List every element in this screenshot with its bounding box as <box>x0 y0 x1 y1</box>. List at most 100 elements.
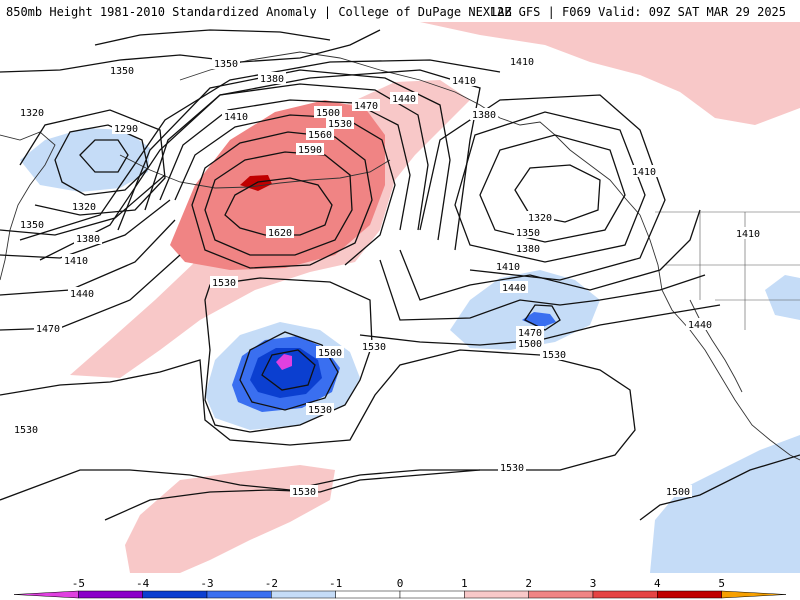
colorbar-swatch <box>13 590 79 599</box>
colorbar-swatch <box>271 590 336 599</box>
contour-labels: 1350 1350 1380 1410 1440 1410 1410 1380 … <box>12 55 762 498</box>
contour-label: 1470 <box>516 326 544 339</box>
svg-text:1380: 1380 <box>472 110 496 121</box>
svg-text:1410: 1410 <box>736 229 760 240</box>
contour-label: 1620 <box>266 226 294 239</box>
contour-1350-north <box>0 29 381 73</box>
contour-label: 1560 <box>306 128 334 141</box>
svg-text:1380: 1380 <box>76 234 100 245</box>
colorbar-tick-labels: -5 -4 -3 -2 -1 0 1 2 3 4 5 <box>72 577 725 590</box>
contour-1410-w <box>0 199 171 259</box>
colorbar-tick-label: 1 <box>461 577 468 590</box>
contour-1560 <box>191 131 373 269</box>
contour-label: 1500 <box>664 485 692 498</box>
contour-label: 1410 <box>734 227 762 240</box>
svg-text:1470: 1470 <box>518 328 542 339</box>
svg-text:1530: 1530 <box>542 350 566 361</box>
svg-text:1440: 1440 <box>688 320 712 331</box>
contour-1500-se <box>639 454 800 521</box>
contour-label: 1350 <box>212 57 240 70</box>
colorbar-tick-label: 5 <box>718 577 725 590</box>
contour-1470-north <box>144 83 429 231</box>
svg-text:1410: 1410 <box>632 167 656 178</box>
contour-label: 1350 <box>514 226 542 239</box>
contour-1500-north <box>159 99 411 231</box>
contour-1380-w <box>0 174 166 236</box>
negative-anomaly-east-2 <box>522 312 556 328</box>
contour-1410-north <box>39 69 481 261</box>
svg-text:1530: 1530 <box>212 278 236 289</box>
contour-label: 1380 <box>514 242 542 255</box>
contour-1440-east <box>399 209 701 301</box>
contour-label: 1530 <box>210 276 238 289</box>
contour-label: 1410 <box>222 110 250 123</box>
contour-label: 1440 <box>686 318 714 331</box>
svg-text:1530: 1530 <box>14 425 38 436</box>
svg-text:1440: 1440 <box>392 94 416 105</box>
contour-1380-north <box>19 59 501 241</box>
contour-label: 1440 <box>500 281 528 294</box>
colorbar-swatch <box>335 590 401 599</box>
svg-text:1530: 1530 <box>308 405 332 416</box>
baja <box>689 299 743 393</box>
colorbar-swatch <box>142 590 208 599</box>
colorbar-tick-label: 4 <box>654 577 661 590</box>
contour-label: 1410 <box>630 165 658 178</box>
na-west-coast <box>639 214 800 461</box>
contour-label: 1500 <box>314 106 342 119</box>
positive-anomaly-south <box>125 465 335 573</box>
contour-label: 1320 <box>18 106 46 119</box>
svg-text:1620: 1620 <box>268 228 292 239</box>
colorbar-swatches <box>13 590 787 599</box>
contour-1530-central <box>204 277 373 433</box>
contour-label: 1530 <box>360 340 388 353</box>
svg-text:1410: 1410 <box>496 262 520 273</box>
colorbar-swatch <box>464 590 529 599</box>
negative-anomaly-central-5 <box>276 354 292 370</box>
svg-text:1500: 1500 <box>318 348 342 359</box>
contour-label: 1290 <box>112 122 140 135</box>
colorbar-swatch <box>592 590 658 599</box>
anomaly-shading <box>20 22 800 573</box>
contour-label: 1470 <box>352 99 380 112</box>
svg-text:1560: 1560 <box>308 130 332 141</box>
contour-label: 1440 <box>68 287 96 300</box>
colorbar-swatch <box>399 590 465 599</box>
contour-label: 1530 <box>498 461 526 474</box>
contour-1470-w <box>0 254 181 331</box>
height-contours <box>0 29 800 521</box>
svg-text:1350: 1350 <box>516 228 540 239</box>
svg-text:1530: 1530 <box>362 342 386 353</box>
contour-label: 1410 <box>508 55 536 68</box>
colorbar-swatch <box>78 590 143 599</box>
contour-label: 1380 <box>470 108 498 121</box>
contour-1350-east <box>479 134 626 243</box>
svg-text:1410: 1410 <box>510 57 534 68</box>
map-title: 850mb Height 1981-2010 Standardized Anom… <box>6 5 512 19</box>
negative-anomaly-se <box>650 435 800 573</box>
contour-label: 1320 <box>70 200 98 213</box>
contour-1350-north-2 <box>94 29 331 46</box>
svg-text:1320: 1320 <box>528 213 552 224</box>
colorbar-tick-label: -2 <box>265 577 278 590</box>
contour-label: 1470 <box>34 322 62 335</box>
svg-text:1320: 1320 <box>72 202 96 213</box>
contour-label: 1530 <box>540 348 568 361</box>
contour-label: 1320 <box>526 211 554 224</box>
contour-label: 1590 <box>296 143 324 156</box>
svg-text:1350: 1350 <box>110 66 134 77</box>
svg-text:1530: 1530 <box>328 119 352 130</box>
contour-label: 1440 <box>390 92 418 105</box>
svg-text:1380: 1380 <box>260 74 284 85</box>
map-header: 850mb Height 1981-2010 Standardized Anom… <box>0 0 800 22</box>
contour-1590 <box>204 151 353 256</box>
contour-label: 1410 <box>494 260 522 273</box>
svg-text:1380: 1380 <box>516 244 540 255</box>
contour-1620 <box>224 177 333 236</box>
contour-1290-low <box>79 139 129 173</box>
colorbar-tick-label: -5 <box>72 577 85 590</box>
colorbar-tick-label: 0 <box>397 577 404 590</box>
contour-1320-low <box>54 124 149 196</box>
contour-1410-east <box>419 94 666 281</box>
svg-text:1470: 1470 <box>354 101 378 112</box>
